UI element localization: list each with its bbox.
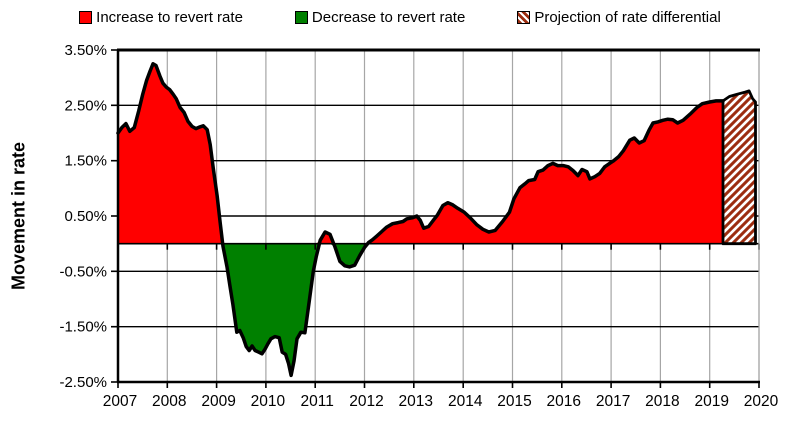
x-axis-ticks-labels: 2007 2008 2009 2010 2011 2012 2013 2014 2015 2016… (103, 382, 779, 410)
y-tick-label: 1.50% (64, 153, 107, 170)
y-tick-label: -0.50% (59, 263, 107, 280)
y-tick-label: 3.50% (64, 42, 107, 59)
x-tick-label: 2019 (694, 393, 728, 410)
legend-label-decrease: Decrease to revert rate (311, 9, 466, 26)
legend-label-projection: Projection of rate differential (534, 9, 721, 26)
legend-label-increase: Increase to revert rate (96, 9, 243, 26)
increase-area (118, 63, 723, 244)
y-tick-label: -2.50% (59, 374, 107, 391)
x-tick-label: 2008 (152, 393, 186, 410)
x-tick-label: 2009 (201, 393, 235, 410)
y-tick-label: 0.50% (64, 208, 107, 225)
zero-axis (117, 242, 760, 250)
increase-swatch-icon (79, 11, 93, 24)
x-tick-label: 2014 (448, 393, 483, 410)
x-tick-label: 2016 (547, 393, 581, 410)
y-axis-ticks-labels: 3.50% 2.50% 1.50% 0.50% -0.50% -1.50% -2.50% (59, 42, 118, 391)
x-tick-label: 2018 (645, 393, 679, 410)
projection-swatch-icon (517, 11, 531, 24)
x-tick-label: 2007 (103, 393, 137, 410)
x-tick-label: 2012 (349, 393, 383, 410)
x-tick-label: 2017 (596, 393, 630, 410)
y-tick-label: -1.50% (59, 319, 107, 336)
x-tick-label: 2015 (497, 393, 531, 410)
decrease-area (118, 243, 723, 376)
legend-item-projection: Projection of rate differential (517, 9, 721, 26)
x-tick-label: 2020 (744, 393, 779, 410)
projection-area (721, 89, 757, 246)
x-tick-label: 2013 (399, 393, 433, 410)
legend-item-increase: Increase to revert rate (79, 9, 243, 26)
decrease-swatch-icon (294, 11, 308, 24)
legend: Increase to revert rate Decrease to reve… (0, 9, 800, 26)
data-curve (116, 62, 725, 378)
x-tick-label: 2010 (251, 393, 286, 410)
y-tick-label: 2.50% (64, 97, 107, 114)
x-tick-label: 2011 (301, 393, 334, 410)
legend-item-decrease: Decrease to revert rate (294, 9, 466, 26)
